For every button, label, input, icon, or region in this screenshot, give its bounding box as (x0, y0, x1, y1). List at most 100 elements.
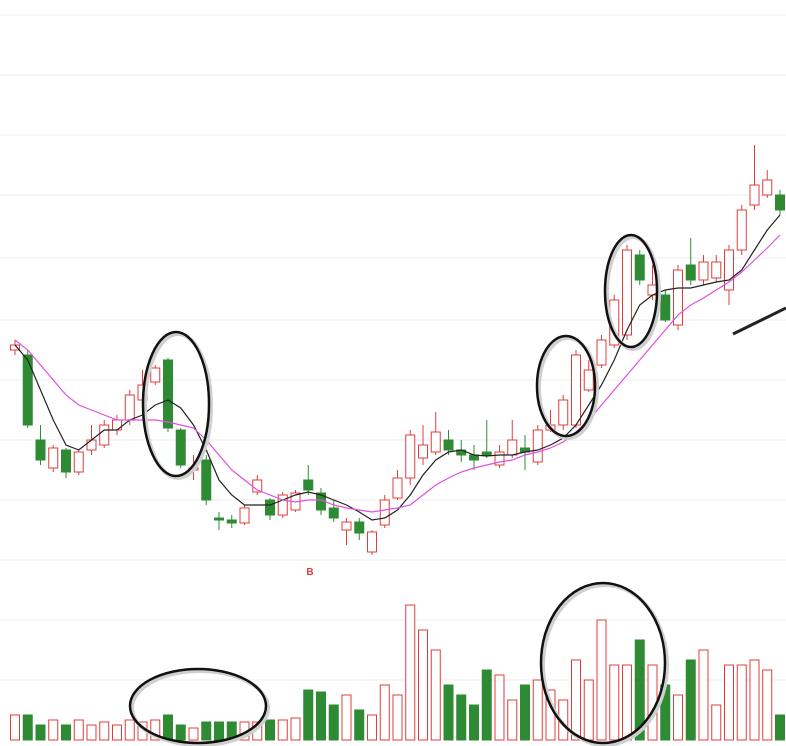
volume-bar (430, 649, 441, 741)
volume-bar (379, 684, 390, 741)
volume-bar (341, 694, 352, 741)
volume-bar (61, 724, 71, 741)
highlight-ellipse (603, 233, 659, 349)
highlight-ellipse (537, 336, 599, 440)
volume-bar (188, 727, 199, 741)
volume-bar (456, 694, 467, 741)
volume-bar (73, 719, 84, 741)
candle-body (571, 354, 581, 426)
volume-bar (494, 674, 505, 741)
highlight-ellipse (143, 332, 213, 480)
volume-bar (354, 709, 365, 741)
candle-body (150, 367, 161, 383)
candle-body (61, 449, 71, 473)
volume-bar (609, 664, 620, 741)
candle-body (736, 209, 747, 251)
candle-body (226, 519, 237, 524)
volume-bar (532, 679, 543, 741)
candle-body (596, 339, 607, 366)
volume-bar (596, 619, 607, 741)
candle-body (558, 399, 569, 426)
candle-body (354, 521, 365, 534)
candle-body (711, 261, 722, 279)
volume-bar (698, 649, 709, 741)
candle-body (367, 531, 377, 553)
candle-body (265, 499, 275, 516)
volume-bar (736, 664, 747, 741)
volume-bar (35, 724, 46, 741)
candle-body (775, 194, 785, 211)
highlight-ellipse (130, 669, 270, 746)
volume-bar (150, 719, 161, 741)
candle-body (418, 444, 428, 459)
candle-body (239, 507, 250, 524)
highlight-ellipse (539, 581, 667, 745)
candle-body (405, 434, 416, 479)
candle-body (622, 249, 632, 336)
volume-bar (214, 721, 224, 741)
candle-body (86, 439, 97, 451)
candle-body (392, 477, 403, 499)
candle-body (583, 369, 594, 391)
candle-body (48, 447, 59, 469)
volume-bar (112, 724, 122, 741)
volume-bar (520, 684, 530, 741)
volume-bar (124, 719, 135, 741)
candle-body (660, 294, 671, 321)
highlight-ellipse (535, 334, 597, 438)
candle-body (214, 517, 224, 521)
volume-bar (303, 689, 314, 741)
candle-body (443, 439, 454, 451)
volume-bar (443, 684, 454, 741)
candle-body (35, 439, 46, 461)
candle-body (124, 394, 135, 421)
volume-bar (48, 719, 59, 741)
volume-bar (367, 714, 377, 741)
buy-marker: B (306, 567, 313, 578)
volume-bar (724, 664, 734, 741)
candle-body (22, 354, 33, 426)
candle-body (99, 424, 110, 446)
volume-bar (507, 699, 518, 741)
volume-bar (10, 714, 20, 741)
candle-body (303, 479, 314, 491)
volume-bar (481, 669, 492, 741)
highlight-ellipse (541, 583, 669, 746)
plot (10, 145, 785, 741)
highlight-ellipse (128, 667, 268, 745)
volume-bar (201, 721, 212, 741)
volume-bar (22, 714, 33, 741)
volume-bar (583, 679, 594, 741)
candle-body (328, 507, 339, 519)
volume-bar (775, 714, 785, 741)
candle-body (430, 431, 441, 453)
candle-body (341, 521, 352, 531)
volume-bar (634, 639, 645, 741)
candle-body (494, 451, 505, 466)
volume-bar (265, 719, 275, 741)
candle-body (163, 359, 173, 429)
candle-body (634, 254, 645, 281)
volume-bar (673, 694, 683, 741)
volume-bar (290, 717, 301, 741)
candle-body (379, 499, 390, 526)
volume-bar (86, 724, 97, 741)
volume-bar (685, 659, 696, 741)
volume-bar (749, 659, 760, 741)
grid (0, 14, 786, 681)
candle-body (698, 261, 709, 281)
volume-bar (328, 704, 339, 741)
volume-bar (418, 629, 428, 741)
candle-body (277, 494, 288, 516)
volume-bar (762, 669, 773, 741)
volume-bar (277, 719, 288, 741)
volume-bar (405, 604, 416, 741)
candle-body (112, 419, 122, 431)
candle-body (724, 249, 734, 291)
candle-body (73, 451, 84, 473)
candle-body (175, 429, 186, 466)
candle-body (762, 179, 773, 196)
trend-arrow (732, 306, 786, 336)
